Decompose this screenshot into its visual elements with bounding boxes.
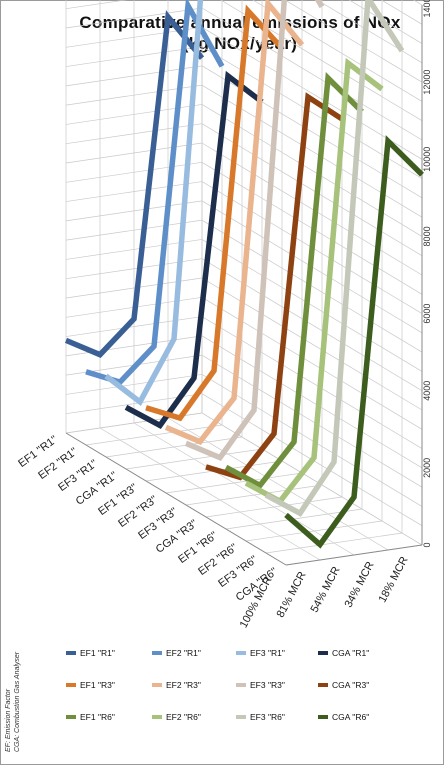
category-tick-label: 34% MCR [343,560,377,610]
grid-line [201,374,423,507]
grid-line [285,544,423,566]
series-line [224,72,364,489]
z-tick-label: 10000 [422,147,432,172]
grid-line [348,0,423,44]
grid-line [220,0,423,122]
legend-label: EF1 "R6" [80,712,115,722]
z-tick-label: 6000 [422,304,432,324]
legend-swatch [318,715,328,719]
footnote-line-1: EF: Emission Factor [5,688,12,752]
legend-label: EF2 "R3" [166,680,201,690]
grid-line [133,422,355,556]
legend-item: EF3 "R6" [236,712,285,722]
grid-line [201,123,423,257]
category-tick-label: 54% MCR [309,565,343,615]
legend-item: CGA "R1" [318,648,369,658]
grid-line [65,0,128,10]
legend-label: EF2 "R1" [166,648,201,658]
legend-label: EF2 "R6" [166,712,201,722]
series-line [205,92,344,481]
legend-swatch [236,683,246,687]
grid-line [65,432,287,566]
legend-label: EF3 "R3" [250,680,285,690]
series-line [104,0,204,407]
legend-swatch [236,651,246,655]
legend-swatch [318,651,328,655]
z-tick-label: 8000 [422,226,432,246]
grid-line [252,0,423,102]
z-tick-label: 2000 [422,458,432,478]
grid-line [99,427,321,561]
footnote-line-2: CGA: Combustion Gas Analyser [14,651,21,752]
series-line [145,4,285,422]
category-tick-label: 18% MCR [377,555,411,605]
legend-item: CGA "R3" [318,680,369,690]
legend-label: EF1 "R1" [80,648,115,658]
category-tick-label: 81% MCR [275,570,309,620]
legend-label: EF3 "R1" [250,648,285,658]
legend-item: EF1 "R3" [66,680,115,690]
z-tick-label: 0 [422,542,432,547]
grid-line [284,0,423,83]
series-line [164,0,305,446]
legend-swatch [152,683,162,687]
z-tick-label: 14000 [422,0,432,18]
grid-line [201,354,423,488]
legend-label: CGA "R1" [332,648,370,658]
grid-line [201,239,423,372]
legend-swatch [152,715,162,719]
legend-item: EF2 "R1" [152,648,201,658]
series-lines [64,0,424,549]
legend-item: EF1 "R6" [66,712,115,722]
series-line [64,10,205,358]
legend-item: EF1 "R1" [66,648,115,658]
z-tick-label: 4000 [422,381,432,401]
legend-item: EF2 "R3" [152,680,201,690]
series-line [284,135,424,549]
series-line [264,0,405,517]
grid-line [201,277,423,411]
chart-title: Comparative annual emissions of NOx [79,13,401,32]
grid-line [380,0,423,25]
series-line [184,0,325,461]
legend-label: EF1 "R3" [80,680,115,690]
legend-swatch [236,715,246,719]
legend-swatch [66,683,76,687]
legend-item: EF3 "R1" [236,648,285,658]
legend-swatch [66,651,76,655]
legend-swatch [318,683,328,687]
grid-line [201,219,423,353]
legend-item: CGA "R6" [318,712,369,722]
legend-item: EF2 "R6" [152,712,201,722]
legend-swatch [66,715,76,719]
legend-swatch [152,651,162,655]
z-tick-label: 12000 [422,70,432,95]
chart-footnote: EF: Emission Factor CGA: Combustion Gas … [4,652,22,752]
legend-item: EF3 "R3" [236,680,285,690]
grid-line [201,26,423,160]
grid-line [201,7,423,141]
grid-line [201,142,423,276]
grid-line [316,0,423,64]
legend-label: CGA "R6" [332,712,370,722]
legend-label: EF3 "R6" [250,712,285,722]
legend-label: CGA "R3" [332,680,370,690]
grid-line [201,258,423,392]
